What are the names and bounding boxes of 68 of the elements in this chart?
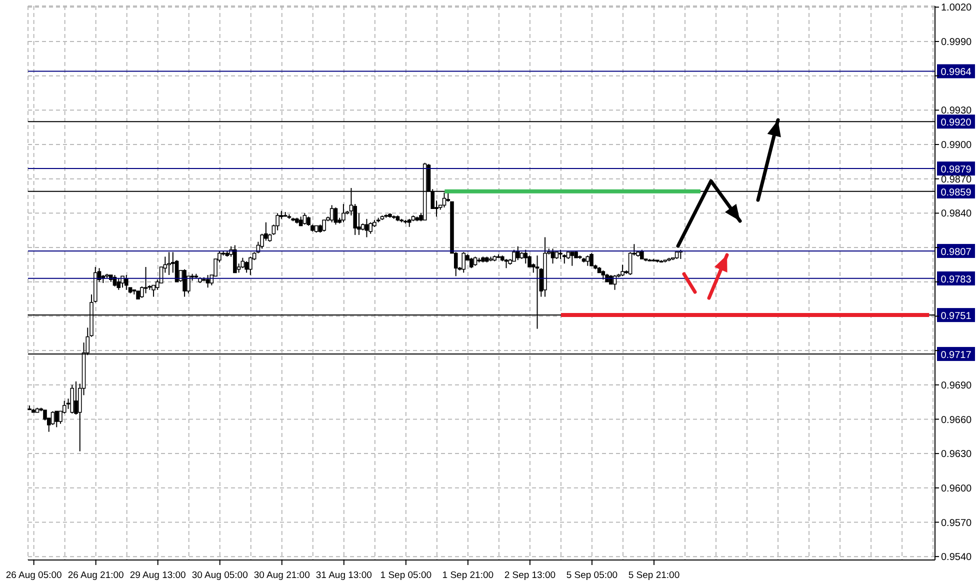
- y-tick-label: 0.9930: [941, 106, 972, 117]
- candlestick: [364, 218, 369, 238]
- x-tick-label: 5 Sep 21:00: [628, 570, 680, 581]
- candlestick: [512, 249, 516, 262]
- ref-line-label: 0.9783: [940, 274, 972, 286]
- y-tick-label: 0.9600: [941, 483, 972, 494]
- ref-line-label: 0.9751: [940, 311, 972, 322]
- candlestick: [54, 410, 59, 428]
- candlestick: [322, 220, 326, 232]
- candlestick: [298, 216, 303, 226]
- x-tick-label: 26 Aug 21:00: [68, 570, 124, 581]
- candlestick: [558, 249, 562, 260]
- x-tick-label: 1 Sep 21:00: [442, 570, 494, 581]
- candlestick: [330, 204, 334, 223]
- candlestick: [124, 274, 128, 290]
- candlestick: [206, 274, 210, 288]
- candlestick: [334, 206, 338, 226]
- x-tick-label: 31 Aug 13:00: [316, 570, 372, 581]
- candlestick: [550, 248, 555, 264]
- candlestick: [50, 410, 55, 426]
- candlestick: [240, 257, 245, 269]
- y-tick-label: 0.9870: [941, 174, 972, 186]
- candlestick: [473, 256, 478, 266]
- ref-line-label: 0.9807: [940, 246, 972, 258]
- x-tick-label: 30 Aug 05:00: [192, 570, 248, 581]
- candlestick: [368, 222, 372, 234]
- y-tick-label: 0.9990: [941, 37, 972, 48]
- candlestick: [620, 264, 624, 277]
- candlestick: [504, 258, 508, 269]
- candlestick: [601, 270, 606, 280]
- candlestick: [562, 254, 566, 264]
- y-tick-label: 0.9630: [941, 449, 972, 460]
- y-tick-label: 0.9900: [941, 140, 972, 152]
- candlestick: [462, 252, 466, 274]
- candlestick: [446, 192, 450, 202]
- y-tick-label: 0.9840: [941, 208, 972, 220]
- candlestick: [116, 278, 121, 290]
- candlestick: [516, 246, 520, 261]
- x-tick-label: 29 Aug 13:00: [130, 570, 186, 581]
- candlestick: [233, 244, 237, 274]
- x-tick-label: 2 Sep 13:00: [504, 570, 556, 581]
- ref-line-label: 0.9920: [940, 118, 972, 129]
- x-tick-label: 1 Sep 05:00: [380, 570, 432, 581]
- y-tick-label: 0.9690: [941, 380, 972, 392]
- ref-line-label: 0.9964: [940, 67, 972, 78]
- ref-line-label: 0.9879: [940, 164, 972, 176]
- candlestick: [524, 249, 528, 264]
- y-tick-label: 1.0020: [941, 2, 972, 14]
- candlestick: [167, 252, 171, 276]
- y-tick-label: 0.9570: [941, 518, 972, 529]
- x-tick-label: 30 Aug 21:00: [254, 570, 310, 581]
- candlestick: [244, 260, 248, 274]
- candlestick: [302, 212, 307, 226]
- x-tick-label: 26 Aug 05:00: [6, 570, 62, 581]
- ref-line-label: 0.9717: [940, 350, 972, 361]
- y-tick-label: 0.9540: [941, 552, 972, 564]
- candlestick: [469, 257, 474, 269]
- y-tick-label: 0.9660: [941, 414, 972, 426]
- candlestick: [640, 249, 644, 260]
- x-tick-label: 5 Sep 05:00: [566, 570, 618, 581]
- candlestick: [182, 268, 186, 298]
- candlestick: [570, 252, 574, 266]
- candlestick: [276, 212, 280, 231]
- candlestick: [590, 252, 594, 266]
- candlestick: [144, 266, 148, 294]
- candlestick: [248, 256, 252, 276]
- ref-line-label: 0.9859: [940, 187, 972, 198]
- candlestick: [342, 204, 346, 223]
